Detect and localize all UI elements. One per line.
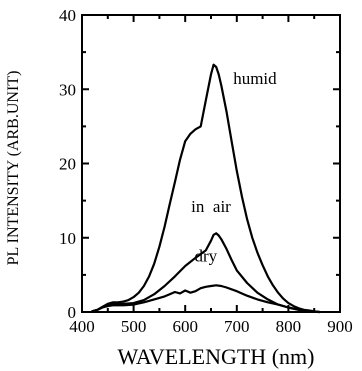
series-labels: humid in air dry (191, 69, 277, 265)
plot-frame (81, 14, 341, 313)
x-axis-title: WAVELENGTH (nm) (118, 344, 315, 369)
y-tick-label: 20 (59, 155, 76, 174)
series-line-1 (91, 63, 321, 314)
series-label-2: in air (191, 197, 231, 216)
x-tick-label: 500 (121, 317, 147, 336)
y-tick-label: 10 (59, 229, 76, 248)
plot-border (81, 14, 341, 313)
y-tick-label: 40 (59, 6, 76, 25)
series-label-3: dry (195, 247, 218, 266)
series-label-1: humid (233, 69, 277, 88)
y-axis-title: PL INTENSITY (ARB.UNIT) (5, 71, 22, 266)
series-line-2 (91, 232, 321, 314)
series-line-3 (91, 284, 321, 314)
x-tick-label: 700 (224, 317, 250, 336)
x-axis: 400 500 600 700 800 900 (69, 15, 353, 336)
y-axis: 0 10 20 30 40 (59, 6, 340, 322)
y-tick-label: 30 (59, 80, 76, 99)
y-tick-label: 0 (68, 303, 77, 322)
x-tick-label: 800 (276, 317, 302, 336)
x-tick-label: 600 (172, 317, 198, 336)
x-tick-label: 400 (69, 317, 95, 336)
x-tick-label: 900 (327, 317, 353, 336)
plot-curves (91, 63, 321, 314)
